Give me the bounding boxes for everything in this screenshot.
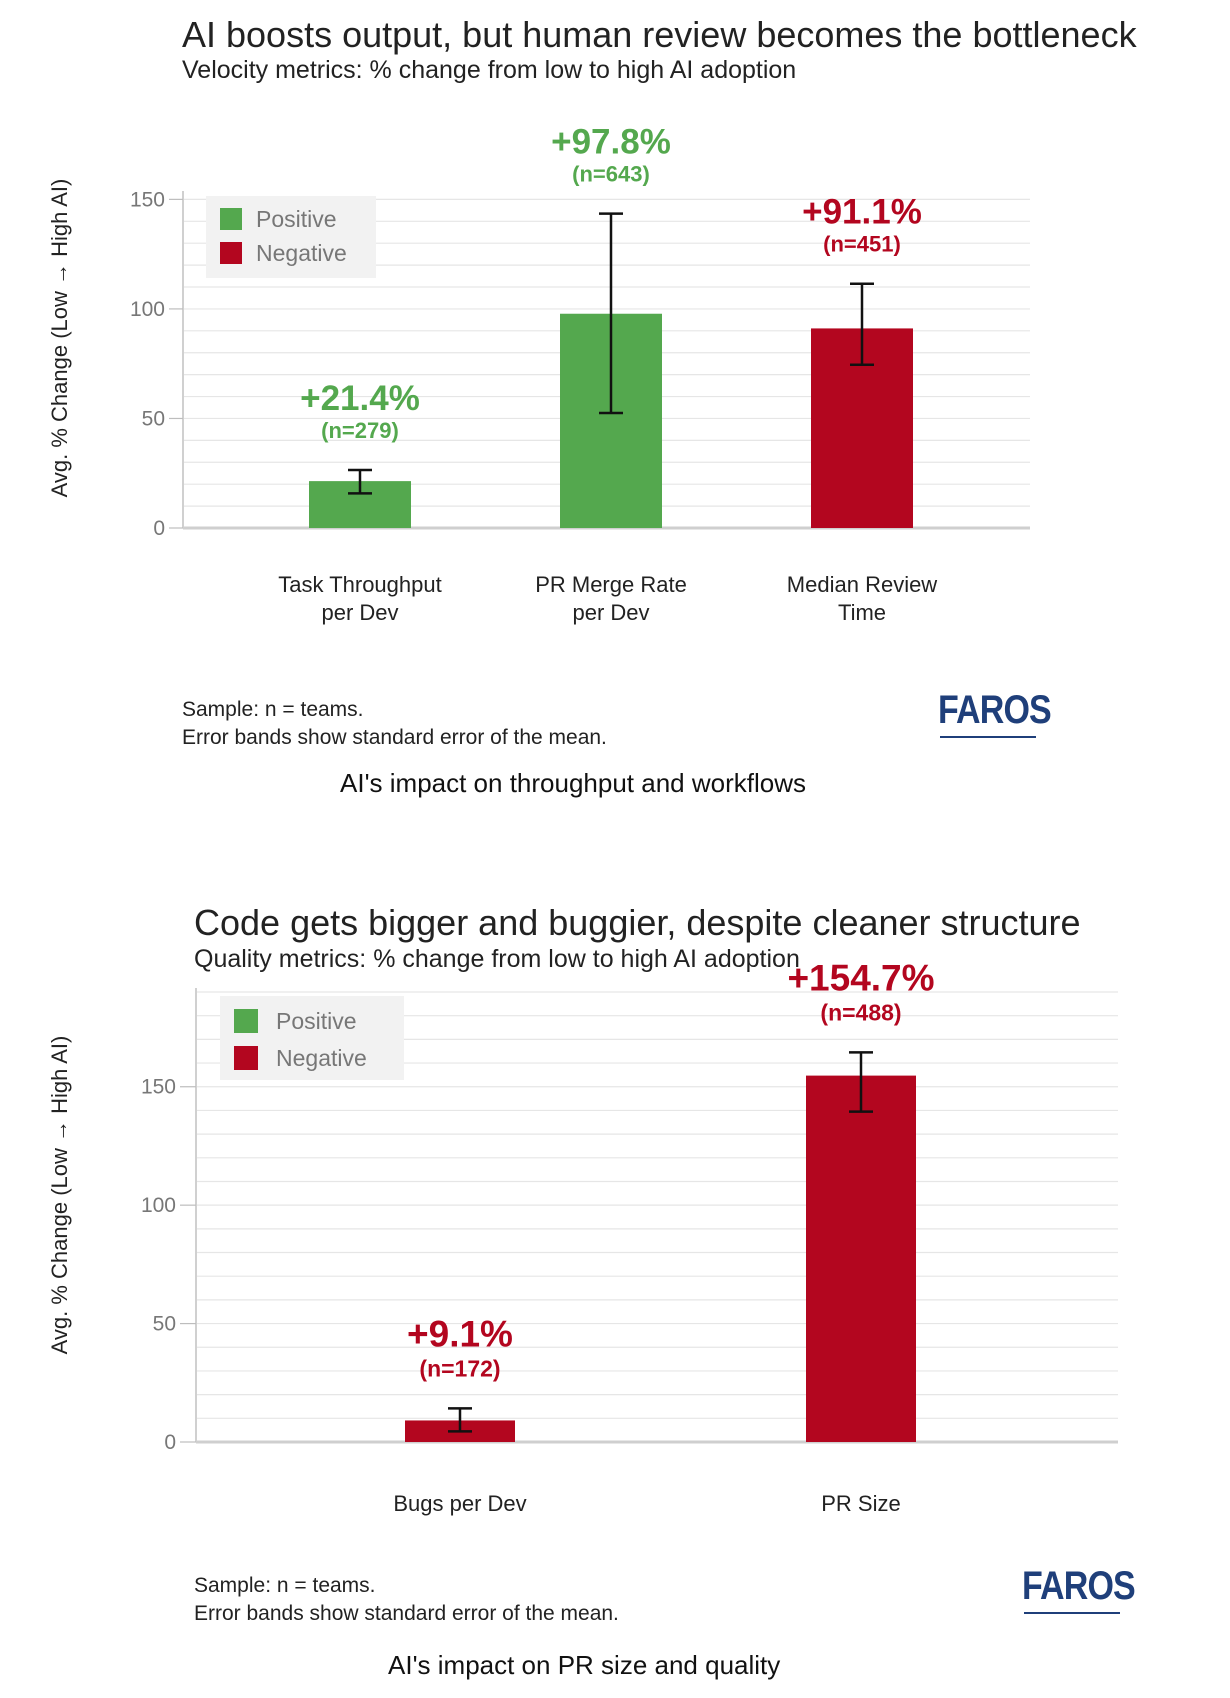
chart-caption: AI's impact on throughput and workflows	[340, 768, 806, 798]
chart-title: Code gets bigger and buggier, despite cl…	[194, 902, 1081, 943]
chart-panel-velocity: AI boosts output, but human review becom…	[0, 0, 1230, 830]
x-category-label: per Dev	[321, 600, 398, 625]
n-label: (n=279)	[321, 418, 399, 443]
chart-svg-quality: 0 50 100 150 Positive Negative +9.1%(n=172) Bug…	[141, 957, 1118, 1516]
value-label: +97.8%	[551, 123, 671, 162]
value-label: +91.1%	[802, 193, 922, 232]
y-tick-label: 0	[153, 517, 165, 540]
logo-underline	[1024, 1612, 1120, 1614]
chart-panel-quality: Code gets bigger and buggier, despite cl…	[0, 880, 1230, 1698]
chart-svg-velocity: 0 50 100 150 Positive Negative +21.4%(n=279) Ta…	[130, 123, 1030, 625]
x-category-label: Median Review	[787, 572, 938, 597]
legend-swatch-negative	[234, 1046, 258, 1070]
chart-subtitle: Velocity metrics: % change from low to h…	[182, 56, 797, 84]
faros-logo: FAROS	[1022, 1564, 1136, 1624]
value-label: +154.7%	[787, 957, 934, 998]
n-label: (n=172)	[419, 1355, 500, 1381]
legend-swatch-positive	[234, 1009, 258, 1033]
sample-note: Sample: n = teams.	[194, 1574, 376, 1597]
y-tick-label: 150	[130, 188, 165, 211]
error-band-note: Error bands show standard error of the m…	[182, 726, 607, 749]
x-category-label: per Dev	[572, 600, 649, 625]
legend-label-positive: Positive	[276, 1008, 357, 1034]
y-tick-label: 100	[141, 1194, 176, 1217]
n-label: (n=643)	[572, 162, 650, 187]
x-category-label: PR Merge Rate	[535, 572, 687, 597]
legend-swatch-positive	[220, 208, 242, 230]
chart-subtitle: Quality metrics: % change from low to hi…	[194, 945, 800, 973]
chart-caption: AI's impact on PR size and quality	[388, 1650, 781, 1680]
error-band-note: Error bands show standard error of the m…	[194, 1602, 619, 1625]
faros-logo-text: FAROS	[1022, 1564, 1136, 1608]
value-label: +21.4%	[300, 379, 420, 418]
y-tick-label: 150	[141, 1076, 176, 1099]
x-category-label: PR Size	[821, 1491, 900, 1516]
y-tick-label: 50	[153, 1313, 176, 1336]
legend-label-negative: Negative	[276, 1045, 367, 1071]
sample-note: Sample: n = teams.	[182, 698, 364, 721]
legend-swatch-negative	[220, 242, 242, 264]
x-category-label: Task Throughput	[278, 572, 441, 597]
legend-label-positive: Positive	[256, 206, 337, 232]
chart-title: AI boosts output, but human review becom…	[182, 14, 1137, 55]
faros-logo-text: FAROS	[938, 688, 1052, 732]
y-tick-label: 0	[164, 1431, 176, 1454]
faros-logo: FAROS	[938, 688, 1052, 748]
value-label: +9.1%	[407, 1313, 513, 1354]
y-tick-label: 100	[130, 298, 165, 321]
n-label: (n=451)	[823, 232, 901, 257]
y-tick-label: 50	[142, 407, 165, 430]
bar	[806, 1075, 916, 1442]
x-category-label: Bugs per Dev	[393, 1491, 526, 1516]
legend-label-negative: Negative	[256, 240, 347, 266]
n-label: (n=488)	[820, 999, 901, 1025]
x-category-label: Time	[838, 600, 886, 625]
logo-underline	[940, 736, 1036, 738]
